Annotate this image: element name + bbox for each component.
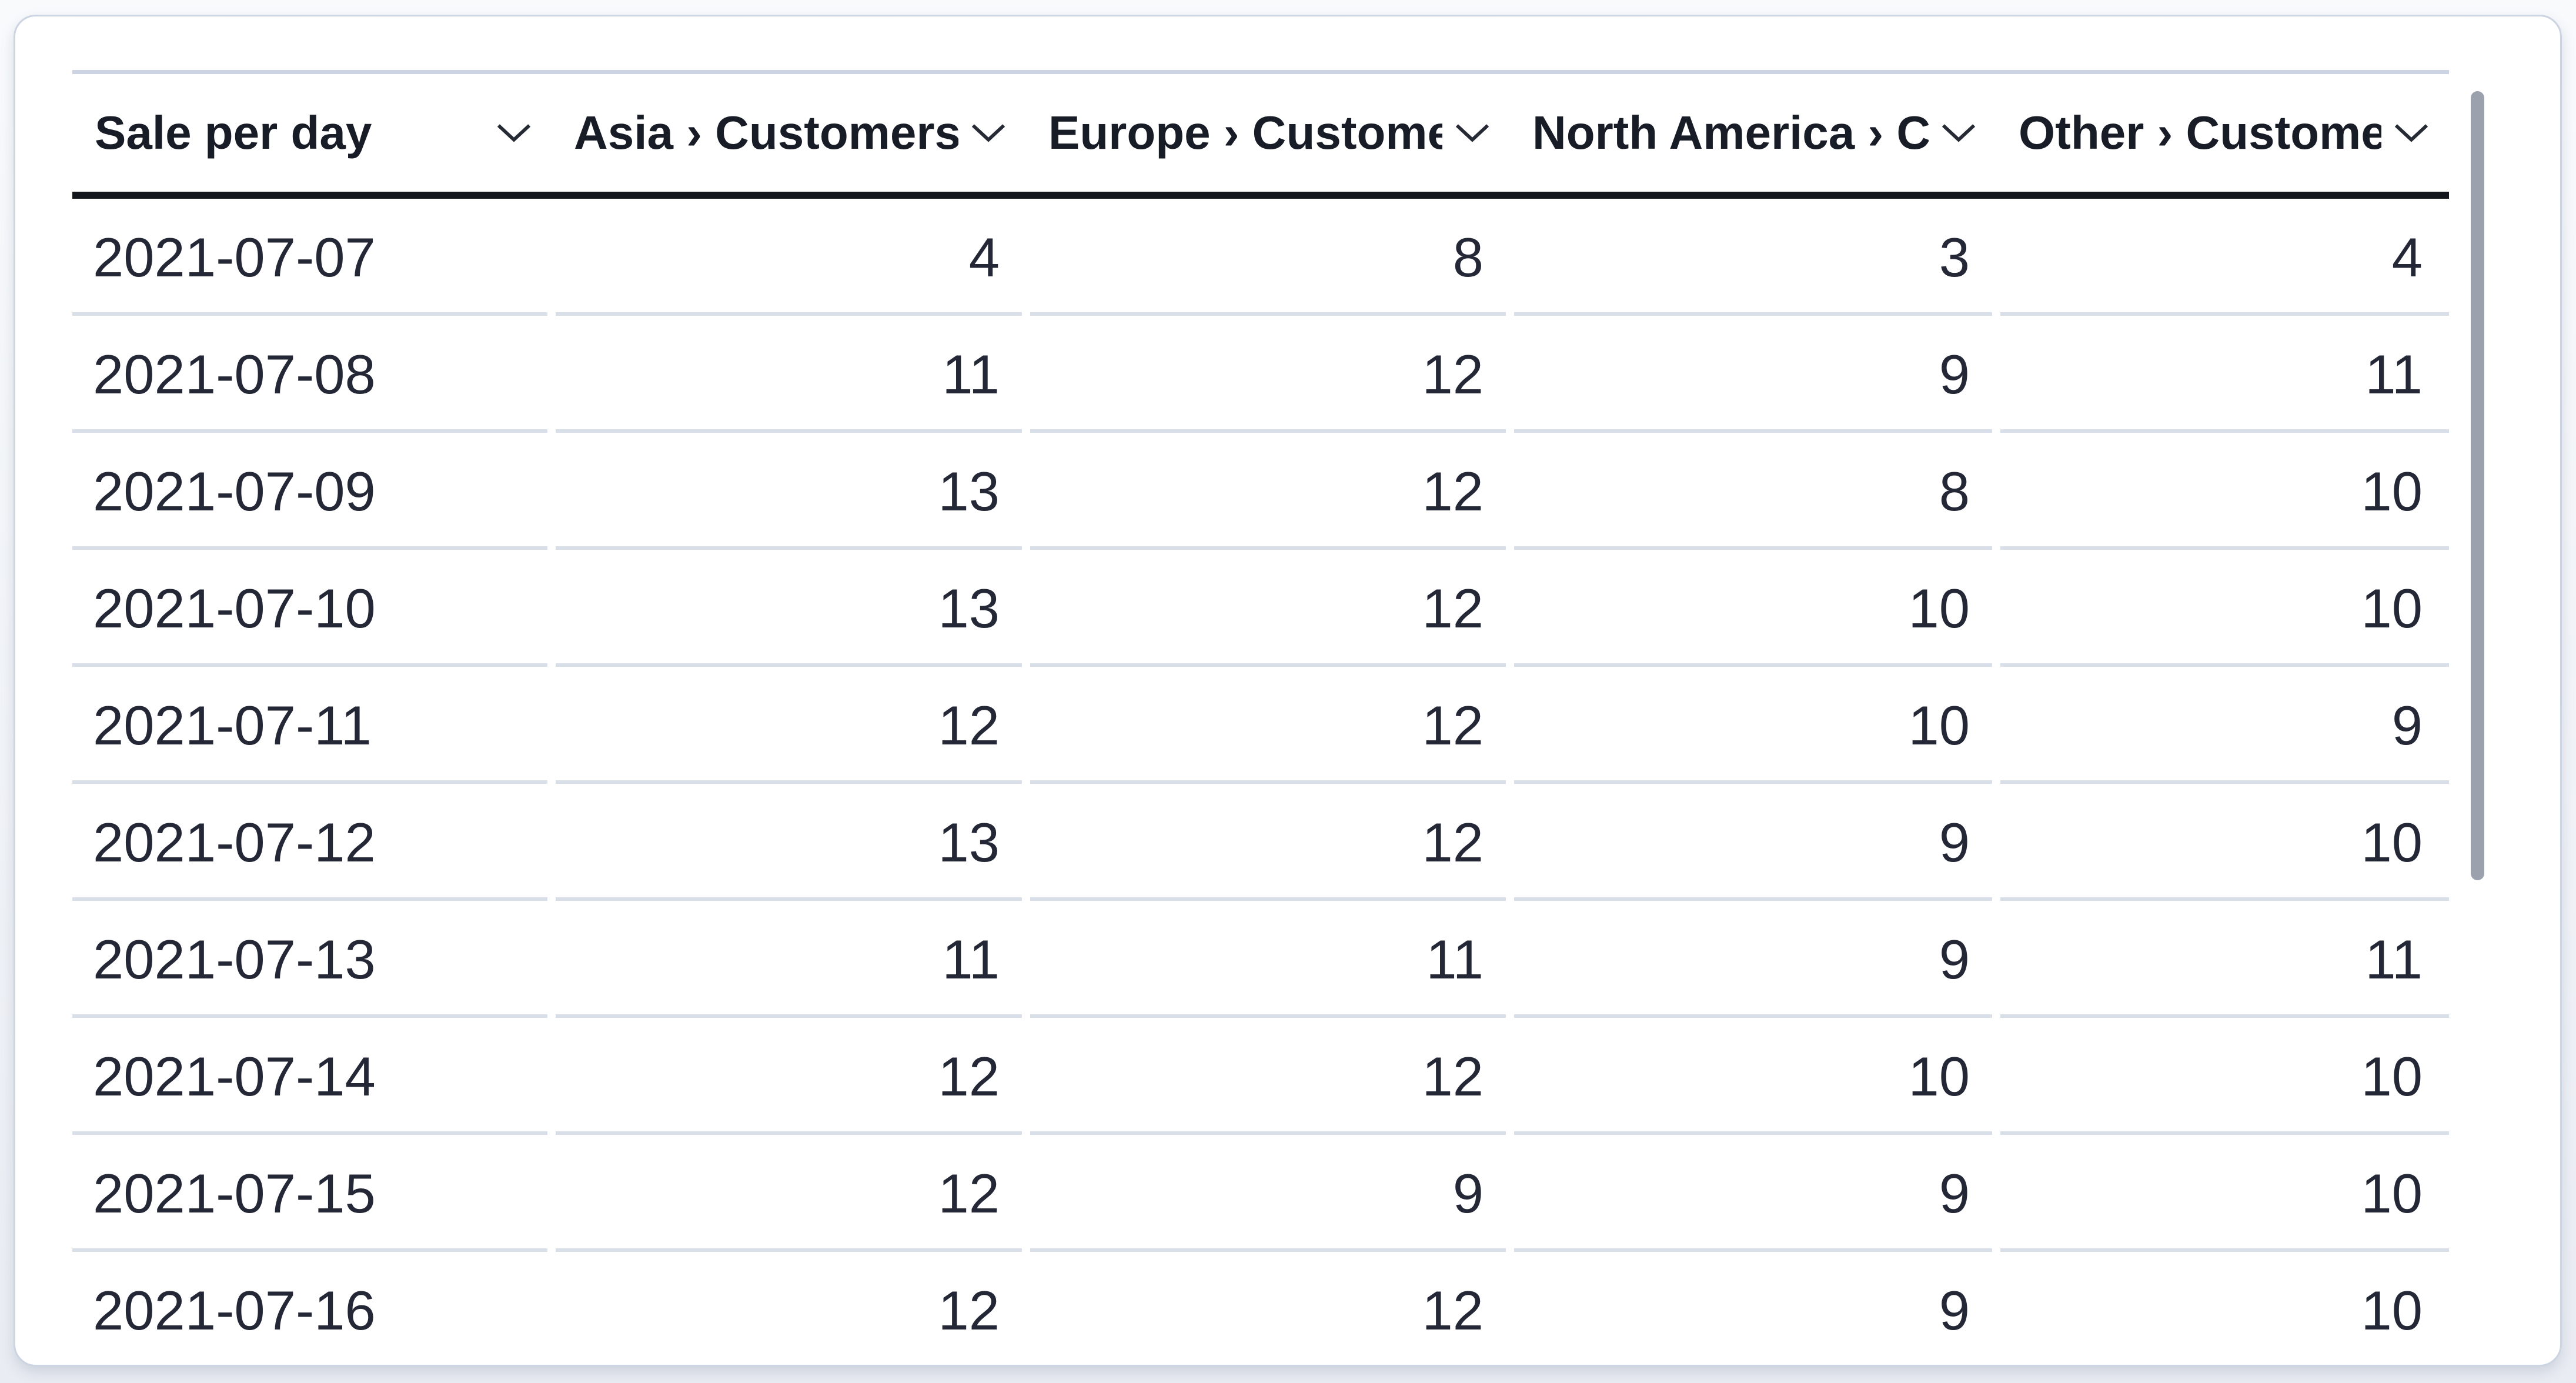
- cell-north-america-value: 9: [1510, 901, 1996, 1018]
- cell-asia-value: 13: [552, 784, 1026, 901]
- table-row: 2021-07-10 13 12 10 10: [72, 550, 2449, 667]
- table-row: 2021-07-14 12 12 10 10: [72, 1018, 2449, 1135]
- cell-asia-value: 12: [552, 1252, 1026, 1365]
- cell-other-value: 10: [1996, 433, 2449, 550]
- column-header-label: Asia › Customers: [574, 106, 958, 159]
- cell-asia-value: 12: [552, 1018, 1026, 1135]
- cell-other-value: 10: [1996, 1018, 2449, 1135]
- table-row: 2021-07-08 11 12 9 11: [72, 316, 2449, 433]
- cell-other-value: 10: [1996, 1135, 2449, 1252]
- column-header-asia-customers[interactable]: Asia › Customers: [552, 70, 1026, 199]
- cell-europe-value: 12: [1026, 550, 1510, 667]
- cell-north-america-value: 9: [1510, 1135, 1996, 1252]
- cell-europe-value: 12: [1026, 433, 1510, 550]
- cell-asia-value: 11: [552, 901, 1026, 1018]
- cell-asia-value: 13: [552, 433, 1026, 550]
- cell-date: 2021-07-11: [72, 667, 552, 784]
- cell-other-value: 10: [1996, 784, 2449, 901]
- cell-date: 2021-07-13: [72, 901, 552, 1018]
- column-header-label: Other › Customers: [2019, 106, 2381, 159]
- cell-north-america-value: 10: [1510, 667, 1996, 784]
- cell-asia-value: 11: [552, 316, 1026, 433]
- cell-north-america-value: 10: [1510, 550, 1996, 667]
- cell-north-america-value: 9: [1510, 784, 1996, 901]
- table-body: 2021-07-07 4 8 3 4 2021-07-08 11 12 9: [72, 199, 2449, 1365]
- cell-north-america-value: 9: [1510, 1252, 1996, 1365]
- cell-asia-value: 4: [552, 199, 1026, 316]
- cell-date: 2021-07-14: [72, 1018, 552, 1135]
- column-header-label: Sale per day: [95, 106, 372, 159]
- cell-europe-value: 12: [1026, 1252, 1510, 1365]
- column-header-europe-customers[interactable]: Europe › Customers: [1026, 70, 1510, 199]
- chevron-down-icon[interactable]: [1454, 122, 1491, 144]
- cell-date: 2021-07-07: [72, 199, 552, 316]
- cell-other-value: 10: [1996, 550, 2449, 667]
- column-header-label: North America › Customers: [1532, 106, 1929, 159]
- results-table: Sale per day Asia › Customers: [72, 70, 2449, 1365]
- cell-europe-value: 11: [1026, 901, 1510, 1018]
- cell-north-america-value: 9: [1510, 316, 1996, 433]
- column-header-sale-per-day[interactable]: Sale per day: [72, 70, 552, 199]
- table-row: 2021-07-16 12 12 9 10: [72, 1252, 2449, 1365]
- cell-north-america-value: 10: [1510, 1018, 1996, 1135]
- cell-asia-value: 12: [552, 1135, 1026, 1252]
- cell-other-value: 11: [1996, 316, 2449, 433]
- cell-date: 2021-07-08: [72, 316, 552, 433]
- cell-north-america-value: 3: [1510, 199, 1996, 316]
- cell-europe-value: 9: [1026, 1135, 1510, 1252]
- cell-europe-value: 12: [1026, 1018, 1510, 1135]
- chevron-down-icon[interactable]: [1940, 122, 1977, 144]
- column-header-label: Europe › Customers: [1048, 106, 1442, 159]
- table-row: 2021-07-09 13 12 8 10: [72, 433, 2449, 550]
- column-header-other-customers[interactable]: Other › Customers: [1996, 70, 2449, 199]
- cell-other-value: 4: [1996, 199, 2449, 316]
- table-row: 2021-07-11 12 12 10 9: [72, 667, 2449, 784]
- vertical-scrollbar-thumb[interactable]: [2471, 91, 2484, 880]
- cell-europe-value: 12: [1026, 784, 1510, 901]
- table-row: 2021-07-07 4 8 3 4: [72, 199, 2449, 316]
- cell-europe-value: 8: [1026, 199, 1510, 316]
- cell-north-america-value: 8: [1510, 433, 1996, 550]
- column-header-north-america-customers[interactable]: North America › Customers: [1510, 70, 1996, 199]
- cell-asia-value: 12: [552, 667, 1026, 784]
- header-row: Sale per day Asia › Customers: [72, 70, 2449, 199]
- table-row: 2021-07-13 11 11 9 11: [72, 901, 2449, 1018]
- table-card: Sale per day Asia › Customers: [14, 15, 2562, 1367]
- table-scroll-area: Sale per day Asia › Customers: [72, 70, 2449, 1365]
- cell-other-value: 9: [1996, 667, 2449, 784]
- chevron-down-icon[interactable]: [2393, 122, 2430, 144]
- cell-date: 2021-07-15: [72, 1135, 552, 1252]
- cell-other-value: 10: [1996, 1252, 2449, 1365]
- cell-date: 2021-07-09: [72, 433, 552, 550]
- table-row: 2021-07-15 12 9 9 10: [72, 1135, 2449, 1252]
- table-row: 2021-07-12 13 12 9 10: [72, 784, 2449, 901]
- cell-europe-value: 12: [1026, 667, 1510, 784]
- chevron-down-icon[interactable]: [496, 122, 532, 144]
- cell-date: 2021-07-10: [72, 550, 552, 667]
- chevron-down-icon[interactable]: [970, 122, 1007, 144]
- cell-asia-value: 13: [552, 550, 1026, 667]
- cell-europe-value: 12: [1026, 316, 1510, 433]
- cell-date: 2021-07-12: [72, 784, 552, 901]
- cell-other-value: 11: [1996, 901, 2449, 1018]
- cell-date: 2021-07-16: [72, 1252, 552, 1365]
